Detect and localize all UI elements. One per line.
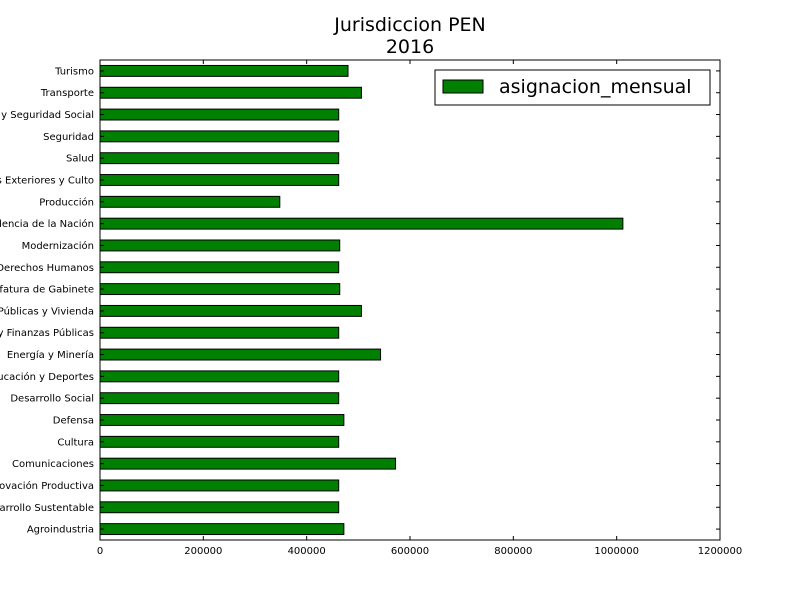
bar [99, 392, 340, 405]
y-tick-label: Jefatura de Gabinete [0, 285, 94, 296]
x-tick-label: 600000 [391, 546, 429, 557]
bar [99, 261, 340, 274]
legend-swatch [442, 79, 484, 94]
x-tick-label: 0 [97, 546, 103, 557]
y-tick-label: Desarrollo Social [10, 394, 94, 405]
y-tick-label: Energía y Minería [7, 349, 94, 361]
y-tick-label: Hacienda y Finanzas Públicas [0, 327, 94, 339]
y-tick-label: Interior, Obras Públicas y Vivienda [0, 305, 94, 317]
bar [99, 86, 362, 99]
y-tick-label: Justicia y Derechos Humanos [0, 263, 94, 274]
bar [99, 239, 341, 252]
bar [99, 152, 340, 165]
y-axis-labels: Agroindustria Ambiente y Desarrollo Suste… [0, 66, 94, 535]
bar [99, 326, 340, 339]
y-tick-label: Modernización [22, 240, 94, 252]
bar [99, 348, 382, 361]
y-tick-label: Turismo [54, 66, 94, 77]
bar [99, 414, 345, 426]
bar [99, 108, 340, 121]
y-tick-label: Relaciones Exteriores y Culto [0, 176, 94, 187]
legend: asignacion_mensual [434, 69, 711, 106]
bar [99, 370, 340, 383]
y-tick-label: Defensa [53, 416, 94, 427]
bar [99, 457, 397, 470]
y-tick-label: Agroindustria [27, 525, 94, 536]
legend-label: asignacion_mensual [499, 76, 692, 98]
x-tick-label: 400000 [288, 546, 326, 557]
y-tick-label: Seguridad [43, 132, 94, 143]
y-tick-label: Salud [66, 154, 94, 165]
chart-title: Jurisdiccion PEN [333, 14, 486, 36]
bars-group [99, 64, 624, 536]
y-tick-label: Producción [39, 196, 94, 208]
bar [99, 479, 340, 492]
y-tick-label: Ambiente y Desarrollo Sustentable [0, 503, 94, 514]
y-tick-label: Transporte [40, 88, 94, 99]
bar [99, 174, 340, 186]
bar [99, 64, 349, 77]
bar [99, 523, 345, 536]
bar [99, 501, 340, 514]
x-tick-label: 800000 [494, 546, 532, 557]
bar [99, 217, 624, 230]
y-tick-label: Ciencia, Tecnología e Innovación Product… [0, 480, 94, 492]
bar [99, 435, 340, 448]
bar [99, 283, 341, 296]
x-axis-labels: 0 200000 400000 600000 800000 1000000 1200000 [97, 546, 742, 557]
x-tick-label: 1000000 [594, 546, 639, 557]
chart-subtitle: 2016 [386, 36, 434, 58]
bar [99, 195, 281, 208]
plot-frame [99, 59, 721, 541]
y-tick-label: Educación y Deportes [0, 371, 94, 383]
y-axis-ticks [100, 70, 720, 530]
bar [99, 130, 340, 143]
y-tick-label: Presidencia de la Nación [0, 218, 94, 230]
x-tick-label: 200000 [184, 546, 222, 557]
y-tick-label: Comunicaciones [12, 459, 94, 470]
x-tick-label: 1200000 [698, 546, 743, 557]
bar [99, 304, 362, 317]
y-tick-label: Trabajo, Empleo y Seguridad Social [0, 110, 94, 121]
y-tick-label: Cultura [57, 437, 94, 448]
